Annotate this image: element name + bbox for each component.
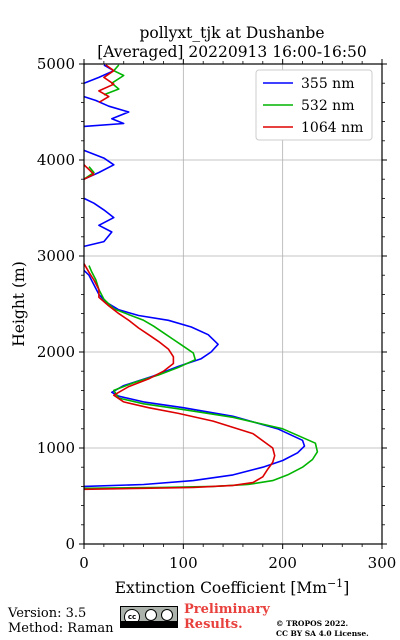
legend-label: 1064 nm [301, 120, 363, 136]
x-tick-label: 0 [79, 554, 89, 572]
y-tick-label: 1000 [37, 439, 75, 457]
legend-box [255, 69, 373, 141]
x-tick-label: 200 [268, 554, 297, 572]
y-tick-label: 2000 [37, 343, 75, 361]
series-layer [83, 64, 319, 491]
x-tick-label: 300 [368, 554, 397, 572]
preliminary-notice: Preliminary Results. [184, 602, 270, 632]
series-line-1064-nm [83, 64, 276, 491]
plot-frame [83, 63, 383, 545]
method-text: Method: Raman [8, 621, 114, 636]
legend-items: 355 nm 532 nm 1064 nm [263, 76, 363, 136]
copyright-line-2: CC BY SA 4.0 License. [276, 629, 369, 638]
footer-info: Version: 3.5 Method: Raman [8, 606, 114, 636]
chart-subtitle: [Averaged] 20220913 16:00-16:50 [97, 43, 367, 61]
y-tick-label: 0 [65, 535, 75, 553]
extinction-chart: pollyxt_tjk at Dushanbe [Averaged] 20220… [10, 24, 397, 598]
y-tick-label: 5000 [37, 55, 75, 73]
share-alike-icon [161, 609, 173, 621]
version-text: Version: 3.5 [8, 606, 87, 621]
license-band [121, 621, 177, 627]
chart-title: pollyxt_tjk at Dushanbe [139, 24, 324, 42]
x-axis-label: Extinction Coefficient [Mm−1] [115, 577, 350, 598]
legend-label: 532 nm [301, 98, 354, 114]
copyright-notice: © TROPOS 2022. CC BY SA 4.0 License. [276, 619, 369, 639]
y-tick-label: 3000 [37, 247, 75, 265]
preliminary-line-2: Results. [184, 617, 243, 632]
x-tick-label: 100 [169, 554, 198, 572]
legend: 355 nm 532 nm 1064 nm [255, 69, 373, 141]
preliminary-line-1: Preliminary [184, 602, 270, 617]
copyright-line-1: © TROPOS 2022. [276, 619, 349, 628]
by-attribution-icon [145, 609, 157, 621]
series-line-355-nm [83, 64, 306, 488]
legend-label: 355 nm [301, 76, 354, 92]
cc-license-logo: cc [120, 606, 178, 628]
y-axis-label: Height (m) [10, 261, 28, 347]
y-tick-label: 4000 [37, 151, 75, 169]
